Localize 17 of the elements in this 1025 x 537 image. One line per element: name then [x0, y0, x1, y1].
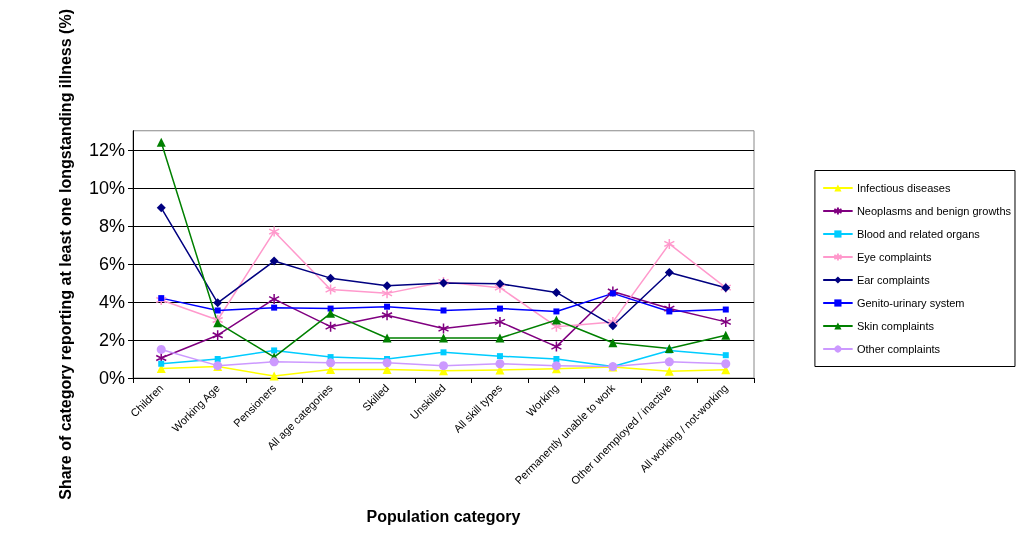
y-tick-label: 8% [98, 215, 125, 236]
legend-label: Ear complaints [856, 274, 931, 286]
y-tick-label: 10% [88, 177, 125, 198]
y-tick-label: 4% [98, 291, 125, 312]
y-tick-label: 2% [98, 329, 125, 350]
legend-label: Blood and related organs [856, 228, 981, 240]
legend-label: Genito-urinary system [856, 297, 965, 309]
y-tick-label: 0% [98, 368, 125, 388]
legend-label: Skin complaints [856, 320, 935, 332]
legend-label: Infectious diseases [856, 182, 951, 194]
legend-label: Neoplasms and benign growths [856, 205, 1012, 217]
legend-label: Eye complaints [856, 251, 932, 263]
y-tick-label: 12% [88, 139, 125, 160]
legend-label: Other complaints [856, 343, 941, 355]
y-axis-title: Share of category reporting at least one longstanding illness (%) [56, 9, 74, 500]
y-tick-label: 6% [98, 253, 125, 274]
x-axis-title: Population category [366, 507, 521, 525]
